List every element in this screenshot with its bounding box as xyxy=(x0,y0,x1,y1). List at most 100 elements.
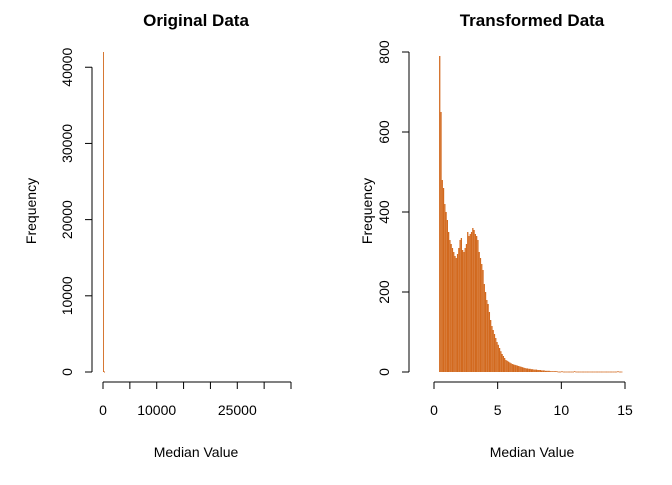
bar xyxy=(451,248,454,372)
y-tick-label: 0 xyxy=(376,368,392,376)
bar xyxy=(580,371,582,373)
bar xyxy=(617,371,619,372)
bar xyxy=(493,334,496,372)
y-axis: 0 10000 20000 30000 40000 xyxy=(59,48,93,376)
bar xyxy=(602,371,604,373)
bar xyxy=(515,365,517,372)
bar xyxy=(530,369,533,372)
bar xyxy=(444,204,446,372)
y-tick-label: 40000 xyxy=(59,48,75,87)
bar xyxy=(504,358,506,372)
bar xyxy=(456,254,459,372)
bar xyxy=(529,368,531,372)
bar xyxy=(454,256,456,372)
bars xyxy=(439,56,623,373)
bar xyxy=(593,371,595,373)
bar xyxy=(481,264,483,372)
bar xyxy=(474,234,477,372)
bar xyxy=(590,371,592,373)
bar xyxy=(618,371,620,373)
bar xyxy=(496,342,498,372)
bar xyxy=(442,188,445,372)
bar xyxy=(547,370,549,372)
bar xyxy=(492,330,494,372)
bar xyxy=(463,252,465,372)
x-axis-label: Median Value xyxy=(154,444,239,460)
bar xyxy=(509,362,511,372)
x-axis: 0 5 10 15 xyxy=(430,381,633,418)
bar xyxy=(455,258,457,372)
bar xyxy=(495,338,497,372)
bar xyxy=(512,364,515,372)
bar xyxy=(511,364,513,372)
y-tick-label: 0 xyxy=(59,368,75,376)
bar xyxy=(557,371,559,373)
y-axis: 0 200 400 600 800 xyxy=(376,40,410,376)
bar xyxy=(501,354,503,372)
x-tick-label: 25000 xyxy=(218,402,257,418)
bar xyxy=(546,370,548,372)
bar xyxy=(600,371,603,373)
bar xyxy=(619,371,622,373)
y-axis-label: Frequency xyxy=(23,178,39,244)
bar xyxy=(498,348,501,372)
bar xyxy=(537,370,539,372)
bar xyxy=(616,371,618,373)
bar xyxy=(562,371,564,373)
bar xyxy=(459,240,461,372)
bar xyxy=(523,367,525,372)
bar xyxy=(446,220,448,372)
bar xyxy=(465,244,468,372)
x-axis: 0 10000 25000 xyxy=(99,381,292,418)
bar xyxy=(458,248,460,372)
bar xyxy=(598,371,600,373)
bar xyxy=(539,370,541,372)
bar xyxy=(103,52,104,372)
bar xyxy=(608,371,610,373)
bar xyxy=(595,371,597,373)
y-tick-label: 200 xyxy=(376,280,392,304)
bar xyxy=(570,371,572,373)
bar xyxy=(599,371,601,373)
bar xyxy=(554,371,557,372)
x-tick-label: 10000 xyxy=(137,402,176,418)
bar xyxy=(440,112,442,372)
bar xyxy=(453,252,455,372)
bar xyxy=(477,240,479,372)
bar xyxy=(524,368,526,372)
bar xyxy=(568,371,571,373)
bar xyxy=(584,371,586,373)
bar xyxy=(549,371,552,372)
chart-title: Original Data xyxy=(143,11,249,30)
y-tick-label: 800 xyxy=(376,40,392,64)
histogram-original: Original Data Median Value Frequency 0 10… xyxy=(23,11,292,460)
bar xyxy=(551,371,553,372)
bar xyxy=(104,371,105,373)
bar xyxy=(468,236,470,372)
bar xyxy=(469,234,471,372)
bar xyxy=(500,351,502,372)
bar xyxy=(607,371,609,373)
bars xyxy=(103,52,105,373)
bar xyxy=(502,356,505,372)
bar xyxy=(558,371,561,373)
bar xyxy=(604,371,606,373)
bar xyxy=(490,320,492,372)
y-tick-label: 20000 xyxy=(59,200,75,239)
bar xyxy=(610,371,613,373)
bar xyxy=(470,232,473,372)
bar xyxy=(476,236,478,372)
bar xyxy=(566,371,568,373)
bar xyxy=(576,371,578,373)
bar xyxy=(605,371,608,373)
bar xyxy=(585,371,587,373)
y-tick-label: 600 xyxy=(376,120,392,144)
bar xyxy=(506,360,508,372)
bar xyxy=(561,371,563,372)
bar xyxy=(609,371,611,373)
bar xyxy=(603,371,605,373)
bar xyxy=(450,244,452,372)
bar xyxy=(518,366,520,372)
bar xyxy=(479,258,482,372)
